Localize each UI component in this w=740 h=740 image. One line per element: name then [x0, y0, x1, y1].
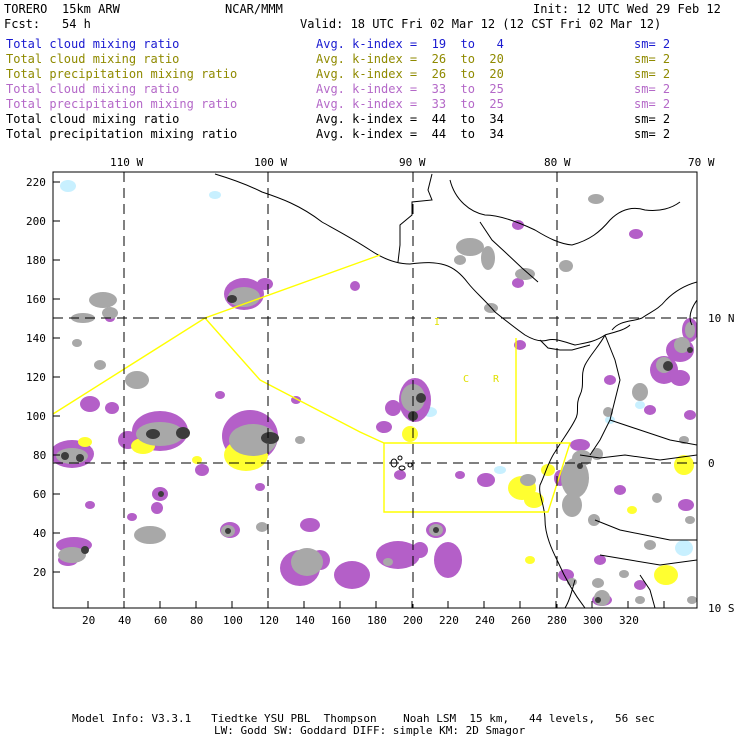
- region-label: C: [463, 374, 469, 385]
- legend-smoothing: sm= 2: [634, 52, 671, 66]
- map-frame: [52, 171, 698, 609]
- legend-kindex: Avg. k-index = 33 to 25: [316, 97, 504, 111]
- cloud-cyan-layer: [60, 180, 693, 556]
- model-info: Model Info: V3.3.1 Tiedtke YSU PBL Thomp…: [72, 712, 655, 725]
- legend-field: Total precipitation mixing ratio: [6, 67, 238, 81]
- y-tick-label: 220: [26, 176, 46, 189]
- x-tick-label: 320: [619, 614, 639, 627]
- x-tick-label: 200: [403, 614, 423, 627]
- legend-field: Total precipitation mixing ratio: [6, 127, 238, 141]
- cloud-gray-layer: [56, 194, 697, 606]
- legend-field: Total precipitation mixing ratio: [6, 97, 238, 111]
- y-tick-label: 160: [26, 293, 46, 306]
- legend-kindex: Avg. k-index = 26 to 20: [316, 67, 504, 81]
- legend-smoothing: sm= 2: [634, 112, 671, 126]
- y-tick-label: 80: [33, 449, 46, 462]
- y-tick-label: 60: [33, 488, 46, 501]
- x-tick-label: 240: [475, 614, 495, 627]
- x-tick-label: 40: [118, 614, 131, 627]
- x-tick-label: 20: [82, 614, 95, 627]
- coastline-layer: [214, 173, 697, 608]
- x-tick-label: 180: [367, 614, 387, 627]
- x-tick-label: 260: [511, 614, 531, 627]
- region-label: R: [493, 374, 500, 385]
- x-tick-label: 120: [259, 614, 279, 627]
- cloud-dark-core-layer: [61, 295, 693, 603]
- model-resolution: 15km ARW: [62, 2, 120, 16]
- valid-time: Valid: 18 UTC Fri 02 Mar 12 (12 CST Fri …: [300, 17, 662, 31]
- legend-smoothing: sm= 2: [634, 67, 671, 81]
- forecast-label: Fcst:: [4, 17, 41, 31]
- lat-lon-grid: [53, 172, 697, 608]
- x-tick-label: 140: [295, 614, 315, 627]
- precip-purple-layer: [53, 220, 697, 606]
- legend-field: Total cloud mixing ratio: [6, 37, 180, 51]
- legend-field: Total cloud mixing ratio: [6, 112, 180, 126]
- lon-label: 100 W: [254, 156, 287, 169]
- legend-smoothing: sm= 2: [634, 97, 671, 111]
- region-label: I: [434, 317, 440, 328]
- legend-kindex: Avg. k-index = 26 to 20: [316, 52, 504, 66]
- legend-smoothing: sm= 2: [634, 37, 671, 51]
- legend-kindex: Avg. k-index = 19 to 4: [316, 37, 504, 51]
- y-tick-label: 40: [33, 527, 46, 540]
- y-tick-label: 20: [33, 566, 46, 579]
- y-tick-label: 200: [26, 215, 46, 228]
- lat-label: 10 S: [708, 602, 735, 615]
- x-tick-label: 220: [439, 614, 459, 627]
- lon-label: 70 W: [688, 156, 715, 169]
- lon-label: 110 W: [110, 156, 143, 169]
- axis-ticks: [53, 181, 665, 608]
- legend-kindex: Avg. k-index = 44 to 34: [316, 127, 504, 141]
- legend-smoothing: sm= 2: [634, 127, 671, 141]
- map-fields: [53, 173, 697, 608]
- x-tick-label: 80: [190, 614, 203, 627]
- x-tick-label: 100: [223, 614, 243, 627]
- border-layer: [479, 221, 697, 608]
- x-tick-label: 280: [547, 614, 567, 627]
- model-name: TORERO: [4, 2, 48, 16]
- y-tick-label: 140: [26, 332, 46, 345]
- forecast-hours: 54 h: [62, 17, 91, 31]
- y-tick-label: 180: [26, 254, 46, 267]
- x-tick-label: 60: [154, 614, 167, 627]
- lon-label: 80 W: [544, 156, 571, 169]
- lon-label: 90 W: [399, 156, 426, 169]
- x-tick-label: 160: [331, 614, 351, 627]
- init-time: Init: 12 UTC Wed 29 Feb 12: [533, 2, 721, 16]
- axis-labels: 110 W 100 W 90 W 80 W 70 W 10 N 0 10 S 2…: [26, 156, 735, 627]
- lat-label: 0: [708, 457, 715, 470]
- legend-kindex: Avg. k-index = 44 to 34: [316, 112, 504, 126]
- legend-kindex: Avg. k-index = 33 to 25: [316, 82, 504, 96]
- physics-info: LW: Godd SW: Goddard DIFF: simple KM: 2D…: [214, 724, 526, 737]
- x-tick-label: 300: [583, 614, 603, 627]
- y-tick-label: 100: [26, 410, 46, 423]
- legend-field: Total cloud mixing ratio: [6, 82, 180, 96]
- lat-label: 10 N: [708, 312, 735, 325]
- organization: NCAR/MMM: [225, 2, 283, 16]
- legend-field: Total cloud mixing ratio: [6, 52, 180, 66]
- region-labels: I C R: [434, 317, 500, 385]
- legend-smoothing: sm= 2: [634, 82, 671, 96]
- y-tick-label: 120: [26, 371, 46, 384]
